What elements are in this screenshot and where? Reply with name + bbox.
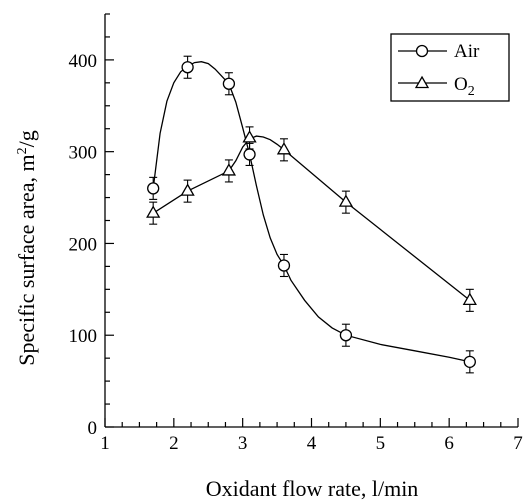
legend-o2-marker: [414, 75, 430, 89]
y-tick-label: 0: [88, 418, 98, 439]
x-tick-label: 1: [100, 433, 110, 454]
data-point-o2: [146, 205, 161, 218]
series-air: [147, 55, 476, 374]
data-point-air: [277, 259, 291, 272]
series-layer: [146, 55, 477, 374]
legend-o2-label: O2: [454, 74, 475, 99]
x-tick-label: 3: [238, 433, 248, 454]
data-point-air: [243, 148, 256, 161]
data-point-o2: [338, 194, 354, 207]
data-point-o2: [180, 183, 195, 196]
series-o2: [146, 126, 477, 312]
data-point-o2: [221, 163, 237, 176]
data-point-o2: [462, 292, 477, 305]
y-tick-label: 200: [69, 234, 98, 255]
data-point-o2: [242, 130, 257, 143]
legend-o2-label-sub: 2: [468, 84, 475, 99]
y-tick-label: 300: [69, 143, 98, 164]
y-tick-label: 100: [69, 326, 98, 347]
data-point-air: [222, 77, 236, 90]
y-axis-title-tail: /g: [14, 130, 39, 147]
y-axis-title-sup: 2: [15, 147, 30, 154]
ticks: 1 2 3 4 5 6 7 0 100 200 300 400: [69, 13, 523, 454]
data-point-air: [463, 355, 476, 368]
x-axis-title: Oxidant flow rate, l/min: [206, 476, 419, 501]
legend-box: [390, 33, 510, 102]
y-axis-title-main: Specific surface area, m: [14, 154, 39, 365]
legend: Air O2: [390, 33, 510, 102]
x-tick-label: 5: [376, 433, 386, 454]
series-air-line: [152, 61, 470, 363]
y-tick-label: 400: [69, 51, 98, 72]
series-o2-line: [152, 135, 471, 301]
legend-air-marker: [415, 44, 429, 58]
legend-air-label: Air: [454, 41, 480, 62]
x-tick-label: 6: [444, 433, 454, 454]
data-point-air: [339, 329, 353, 342]
x-tick-label: 7: [513, 433, 523, 454]
x-tick-label: 2: [169, 433, 179, 454]
data-point-o2: [276, 142, 292, 155]
data-point-air: [147, 182, 160, 195]
y-axis-title: Specific surface area, m2/g: [14, 130, 39, 365]
data-point-air: [181, 61, 194, 74]
legend-o2-label-main: O: [454, 74, 468, 95]
x-tick-label: 4: [307, 433, 317, 454]
